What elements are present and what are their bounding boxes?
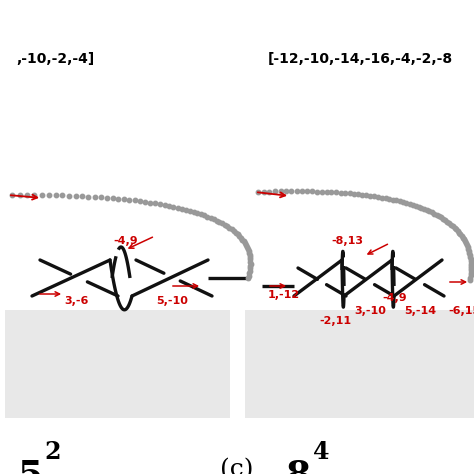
Text: 3,-6: 3,-6 (65, 296, 89, 306)
Text: -2,11: -2,11 (319, 316, 351, 326)
Text: -4,9: -4,9 (114, 236, 138, 246)
Text: 5: 5 (18, 458, 43, 474)
Text: (c): (c) (220, 458, 254, 474)
Text: ,-10,-2,-4]: ,-10,-2,-4] (16, 52, 94, 66)
Text: 1,-12: 1,-12 (268, 290, 300, 300)
Text: -6,15: -6,15 (448, 306, 474, 316)
Text: 5,-14: 5,-14 (404, 306, 436, 316)
Bar (245, 310, 474, 418)
Text: 5,-10: 5,-10 (156, 296, 188, 306)
Text: [-12,-10,-14,-16,-4,-2,-8: [-12,-10,-14,-16,-4,-2,-8 (267, 52, 453, 66)
Bar (5, 310, 230, 418)
Text: 3,-10: 3,-10 (354, 306, 386, 316)
Text: 8: 8 (285, 458, 310, 474)
Text: -8,13: -8,13 (331, 236, 363, 246)
Text: 4: 4 (313, 440, 329, 464)
Text: -4,9: -4,9 (383, 293, 407, 303)
Text: 2: 2 (44, 440, 61, 464)
